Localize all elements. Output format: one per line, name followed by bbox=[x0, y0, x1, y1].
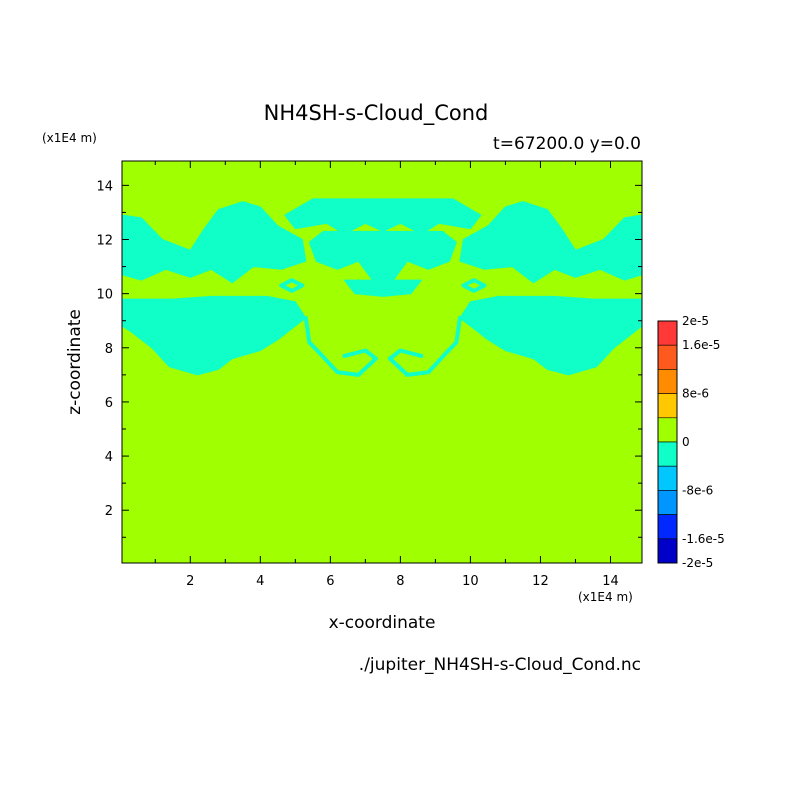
source-filename: ./jupiter_NH4SH-s-Cloud_Cond.nc bbox=[359, 655, 641, 675]
y-tick-label: 10 bbox=[96, 288, 113, 303]
chart-subtitle: t=67200.0 y=0.0 bbox=[493, 134, 641, 154]
y-axis-unit: (x1E4 m) bbox=[42, 131, 97, 145]
y-tick-label: 4 bbox=[105, 450, 113, 465]
region-right-upper-cloud bbox=[459, 201, 643, 284]
y-tick-label: 6 bbox=[105, 396, 113, 411]
x-tick-label: 6 bbox=[326, 574, 334, 589]
colorbar-label: -8e-6 bbox=[682, 483, 713, 497]
x-tick-label: 4 bbox=[256, 574, 264, 589]
y-axis-ticks: 2 4 6 8 10 12 14 bbox=[96, 179, 642, 538]
colorbar-label: 2e-5 bbox=[682, 314, 709, 328]
chart-title: NH4SH-s-Cloud_Cond bbox=[264, 101, 489, 126]
region-top-center-band bbox=[284, 198, 482, 235]
y-tick-label: 12 bbox=[96, 234, 113, 249]
y-tick-label: 8 bbox=[105, 342, 113, 357]
x-tick-label: 14 bbox=[602, 574, 619, 589]
colorbar-bin bbox=[657, 393, 678, 419]
colorbar-label: 8e-6 bbox=[682, 387, 709, 401]
colorbar-bin bbox=[657, 320, 678, 346]
colorbar-label: 1.6e-5 bbox=[682, 338, 720, 352]
colorbar-bin bbox=[657, 369, 678, 394]
x-tick-label: 8 bbox=[396, 574, 404, 589]
colorbar-label: -1.6e-5 bbox=[682, 532, 725, 546]
outline-right-arc bbox=[387, 316, 462, 377]
colorbar-frame bbox=[657, 320, 678, 564]
colorbar-bin bbox=[657, 490, 678, 515]
y-tick-label: 2 bbox=[105, 504, 113, 519]
x-tick-label: 2 bbox=[186, 574, 194, 589]
outline-left-small-ring bbox=[279, 278, 305, 293]
x-axis-ticks: 2 4 6 8 10 12 14 bbox=[154, 161, 619, 589]
colorbar-bin bbox=[657, 441, 678, 467]
outline-left-arc bbox=[303, 316, 378, 377]
region-left-upper-cloud bbox=[121, 201, 307, 284]
x-tick-label: 10 bbox=[462, 574, 479, 589]
colorbar-bin bbox=[657, 417, 678, 443]
y-tick-label: 14 bbox=[96, 179, 113, 194]
x-tick-label: 12 bbox=[532, 574, 549, 589]
region-right-lower-cloud bbox=[459, 295, 643, 376]
colorbar-label: 0 bbox=[682, 435, 690, 449]
colorbar-label: -2e-5 bbox=[682, 556, 713, 570]
x-axis-unit: (x1E4 m) bbox=[578, 590, 633, 604]
y-axis-label: z-coordinate bbox=[65, 309, 85, 415]
x-axis-label: x-coordinate bbox=[329, 613, 436, 633]
plot-area bbox=[121, 160, 643, 564]
region-left-lower-cloud bbox=[121, 295, 307, 376]
colorbar: 2e-5 1.6e-5 8e-6 0 -8e-6 -1.6e-5 -2e-5 bbox=[657, 314, 725, 570]
region-central-lower-lobe bbox=[343, 279, 423, 297]
colorbar-bin bbox=[657, 465, 678, 491]
outline-right-small-ring bbox=[461, 278, 487, 293]
colorbar-bin bbox=[657, 344, 678, 370]
colorbar-bin bbox=[657, 538, 678, 564]
plot-frame bbox=[121, 160, 643, 564]
colorbar-bin bbox=[657, 514, 678, 540]
